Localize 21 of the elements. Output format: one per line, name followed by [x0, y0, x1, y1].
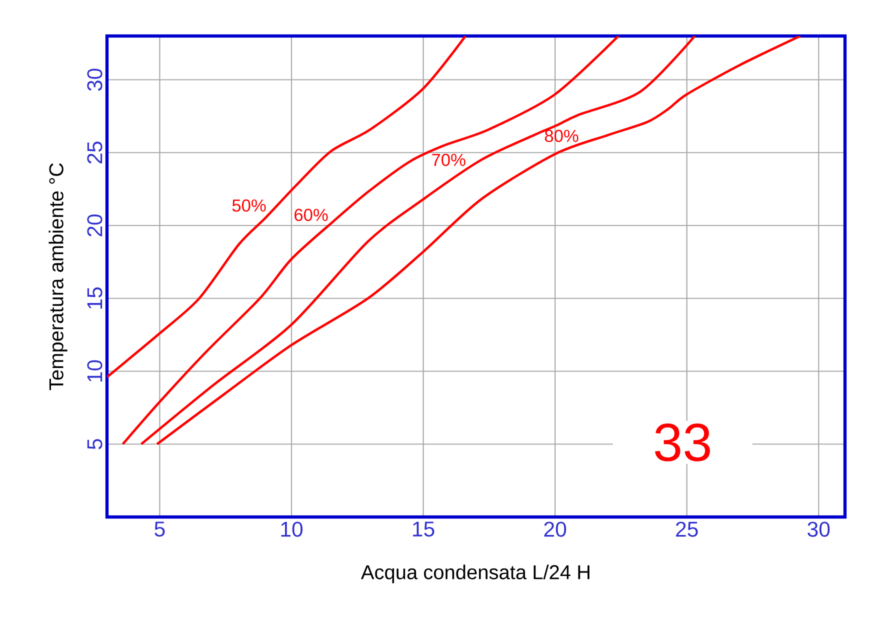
series-label: 60% — [294, 208, 328, 222]
annotation: 33 — [655, 424, 710, 462]
series-label: 80% — [544, 130, 578, 142]
y-tick-label: 15 — [87, 287, 102, 309]
x-axis-title: Acqua condensata L/24 H — [360, 564, 590, 584]
y-tick-label: 20 — [87, 214, 102, 236]
line-series — [122, 36, 620, 446]
y-tick-label: 10 — [87, 360, 102, 382]
y-tick-label: 5 — [87, 439, 102, 450]
line-series — [107, 36, 467, 378]
x-tick-label: 30 — [808, 522, 830, 537]
y-tick-label: 25 — [87, 142, 102, 164]
x-tick-label: 5 — [154, 522, 165, 537]
x-tick-label: 15 — [413, 522, 434, 537]
x-tick-label: 10 — [281, 522, 303, 537]
series-label: 70% — [432, 154, 466, 166]
y-axis-title: Temperatura ambiente °C — [48, 163, 68, 390]
x-tick-label: 20 — [544, 522, 566, 537]
x-tick-label: 25 — [676, 522, 698, 537]
y-tick-label: 30 — [87, 68, 102, 91]
series-label: 50% — [232, 199, 266, 212]
